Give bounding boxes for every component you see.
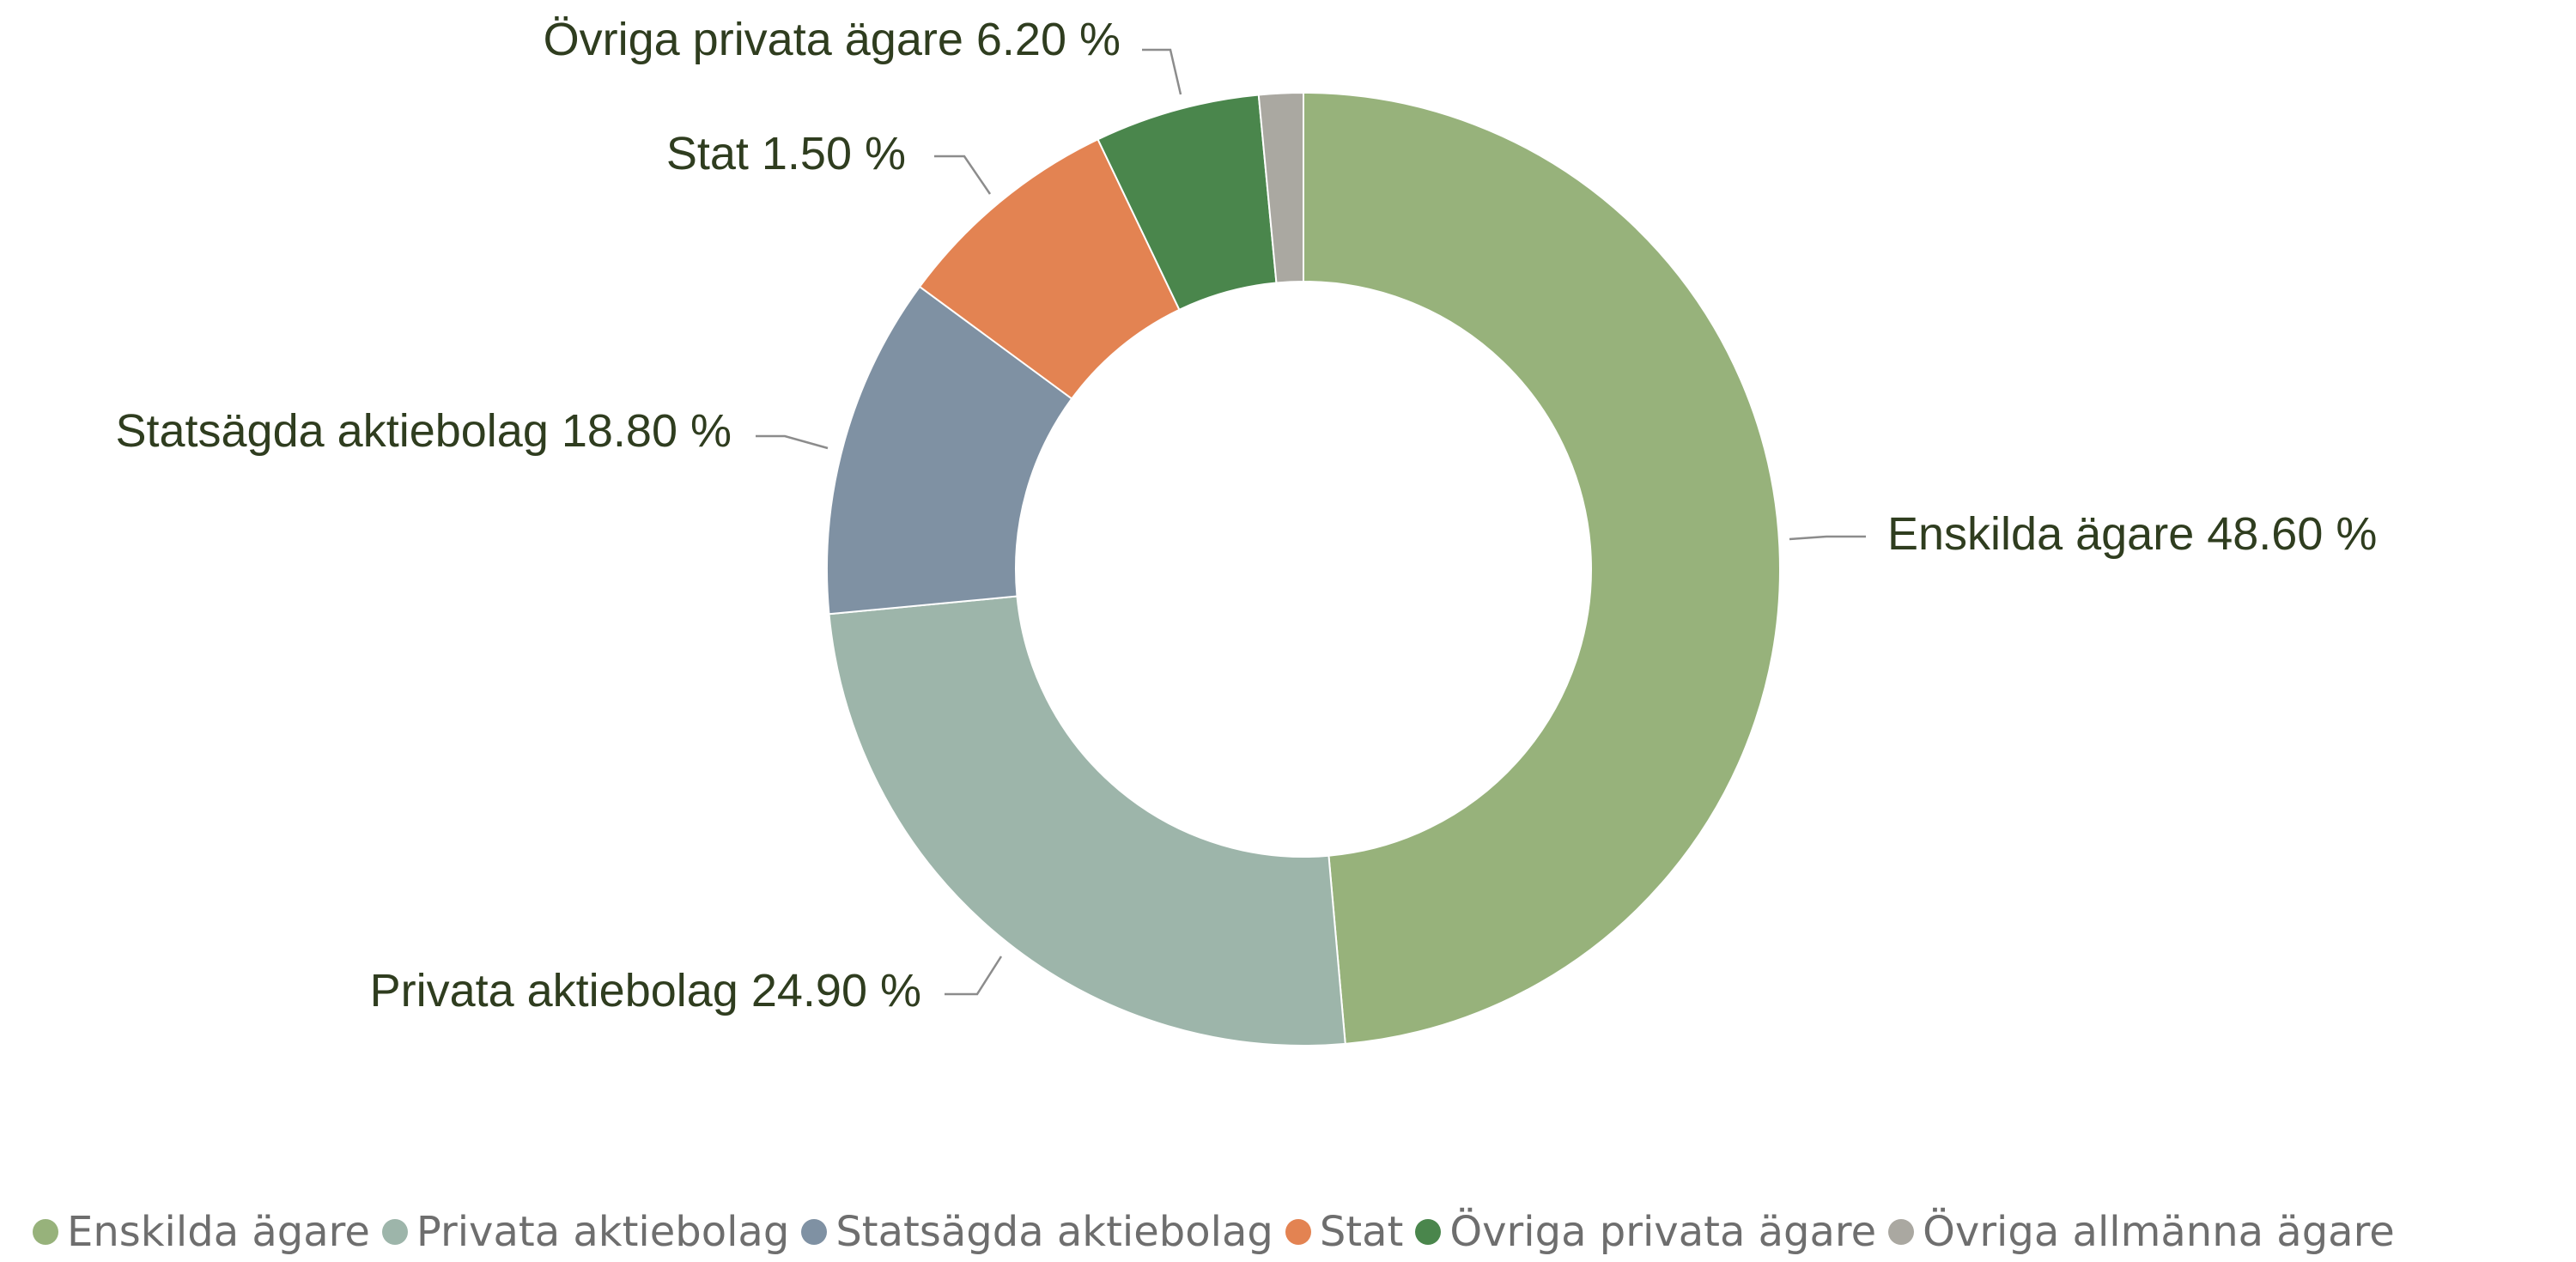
legend-swatch <box>1888 1219 1915 1245</box>
legend-swatch <box>33 1219 58 1245</box>
legend-label: Statsägda aktiebolag <box>835 1208 1273 1256</box>
leader-line-ovriga-privata-agare <box>1142 48 1182 95</box>
legend-swatch <box>801 1219 828 1245</box>
legend-label: Enskilda ägare <box>67 1208 370 1256</box>
chart-legend: Enskilda ägare Privata aktiebolag Statsägd… <box>33 1202 2407 1262</box>
leader-line-privata-aktiebolag <box>945 956 1003 996</box>
leader-line-stat <box>934 155 992 195</box>
leader-line-statsagda-aktiebolag <box>756 434 829 450</box>
data-label-ovriga-privata-agare: Övriga privata ägare 6.20 % <box>544 14 1121 65</box>
data-label-privata-aktiebolag: Privata aktiebolag 24.90 % <box>370 965 921 1016</box>
slice-privata-aktiebolag <box>828 595 1346 1047</box>
legend-label: Övriga allmänna ägare <box>1923 1208 2395 1256</box>
data-label-stat: Stat 1.50 % <box>666 128 906 179</box>
slice-ovriga-allmanna-agare <box>1257 91 1304 284</box>
legend-item-statsagda-aktiebolag: Statsägda aktiebolag <box>801 1208 1273 1256</box>
legend-label: Stat <box>1319 1208 1404 1256</box>
legend-item-ovriga-allmanna-agare: Övriga allmänna ägare <box>1888 1208 2395 1256</box>
legend-swatch <box>1415 1219 1442 1245</box>
data-label-statsagda-aktiebolag: Statsägda aktiebolag 18.80 % <box>115 405 732 457</box>
legend-item-stat: Stat <box>1285 1208 1404 1256</box>
leader-line-enskilda-agare <box>1789 535 1866 541</box>
slice-enskilda-agare <box>1303 91 1781 1045</box>
legend-label: Övriga privata ägare <box>1449 1208 1877 1256</box>
data-label-enskilda-agare: Enskilda ägare 48.60 % <box>1887 508 2377 560</box>
legend-item-privata-aktiebolag: Privata aktiebolag <box>381 1208 790 1256</box>
legend-label: Privata aktiebolag <box>416 1208 790 1256</box>
legend-item-ovriga-privata-agare: Övriga privata ägare <box>1415 1208 1876 1256</box>
legend-item-enskilda-agare: Enskilda ägare <box>33 1208 370 1256</box>
legend-swatch <box>381 1219 408 1245</box>
legend-swatch <box>1285 1219 1311 1245</box>
